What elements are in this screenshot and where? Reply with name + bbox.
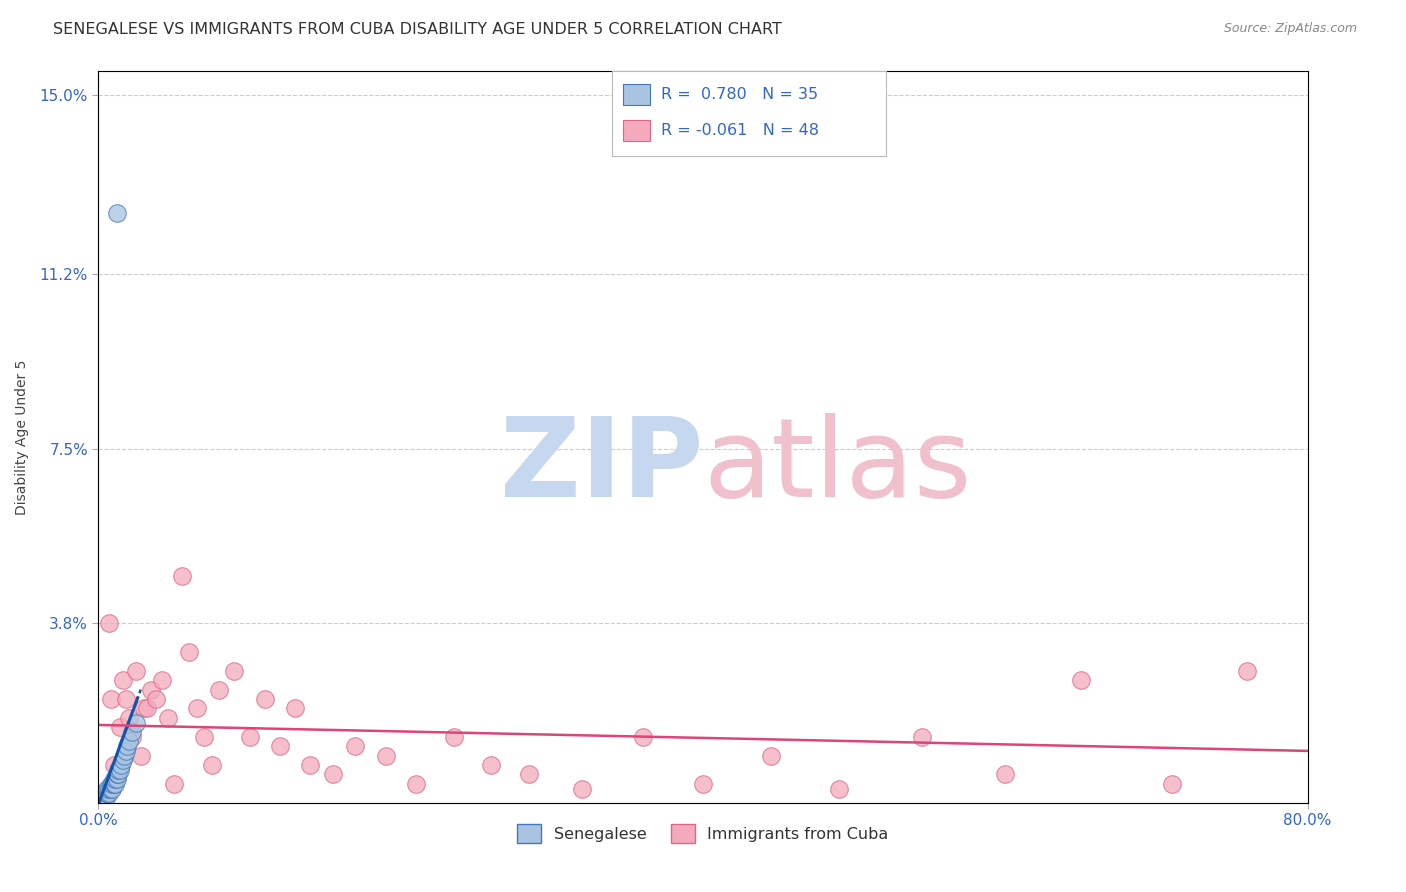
Point (93, 791, 115, 805)
Point (163, 777, 186, 791)
Point (125, 664, 148, 678)
Point (141, 682, 163, 697)
Point (100, 777, 122, 791)
Point (759, 748, 782, 763)
Text: R =  0.780   N = 35: R = 0.780 N = 35 (661, 87, 818, 103)
Point (108, 720, 131, 734)
Point (1236, 664, 1258, 678)
Point (121, 730, 143, 744)
Point (90, 796, 112, 810)
Point (443, 730, 465, 744)
Point (201, 758, 224, 772)
Point (112, 748, 135, 763)
Point (105, 206, 128, 220)
Point (129, 748, 152, 763)
Point (118, 711, 141, 725)
Point (91, 791, 114, 805)
Point (193, 730, 215, 744)
Point (631, 730, 654, 744)
Point (156, 711, 179, 725)
Point (253, 692, 276, 706)
Point (111, 753, 134, 767)
Point (911, 730, 934, 744)
Point (96, 786, 118, 800)
Point (96, 781, 118, 796)
Point (93, 786, 115, 800)
Point (405, 777, 427, 791)
Point (107, 763, 129, 777)
Point (103, 777, 125, 791)
Point (98, 781, 121, 796)
Point (101, 777, 124, 791)
Point (1070, 673, 1092, 687)
Text: ZIP: ZIP (499, 413, 703, 520)
Point (90, 796, 112, 810)
Point (118, 734, 141, 748)
Point (114, 692, 136, 706)
Point (104, 777, 127, 791)
Point (374, 748, 396, 763)
Point (239, 730, 262, 744)
Point (91, 791, 114, 805)
Point (269, 739, 291, 754)
Point (121, 725, 143, 739)
Point (93, 791, 115, 805)
Point (105, 767, 128, 781)
Point (224, 664, 246, 678)
Legend: Senegalese, Immigrants from Cuba: Senegalese, Immigrants from Cuba (510, 817, 896, 850)
FancyBboxPatch shape (623, 84, 650, 105)
Text: SENEGALESE VS IMMIGRANTS FROM CUBA DISABILITY AGE UNDER 5 CORRELATION CHART: SENEGALESE VS IMMIGRANTS FROM CUBA DISAB… (53, 22, 782, 37)
Point (481, 758, 503, 772)
Point (284, 701, 307, 715)
Point (344, 739, 367, 754)
Point (108, 763, 131, 777)
Point (1160, 777, 1182, 791)
Text: atlas: atlas (703, 413, 972, 520)
Point (150, 673, 173, 687)
Point (208, 682, 231, 697)
Point (115, 739, 138, 754)
Point (98, 786, 121, 800)
Point (828, 781, 851, 796)
Point (100, 781, 122, 796)
Point (114, 744, 136, 758)
Point (104, 772, 127, 787)
Point (103, 758, 125, 772)
Point (994, 767, 1017, 781)
Point (132, 701, 155, 715)
Point (186, 701, 208, 715)
Y-axis label: Disability Age Under 5: Disability Age Under 5 (14, 359, 28, 515)
Point (179, 645, 201, 659)
Point (94, 786, 117, 800)
Point (111, 673, 134, 687)
Point (145, 692, 167, 706)
Text: Source: ZipAtlas.com: Source: ZipAtlas.com (1223, 22, 1357, 36)
Point (322, 767, 344, 781)
Point (170, 569, 193, 583)
Point (94, 791, 117, 805)
Text: R = -0.061   N = 48: R = -0.061 N = 48 (661, 123, 818, 138)
Point (571, 781, 593, 796)
Point (103, 772, 125, 787)
Point (100, 692, 122, 706)
Point (89, 796, 111, 810)
Point (299, 758, 322, 772)
Point (98, 616, 121, 631)
Point (125, 715, 148, 730)
Point (692, 777, 714, 791)
Point (135, 701, 157, 715)
Point (105, 772, 128, 787)
Point (105, 767, 128, 781)
Point (101, 781, 124, 796)
Point (110, 758, 132, 772)
Point (107, 767, 129, 781)
Point (517, 767, 540, 781)
FancyBboxPatch shape (623, 120, 650, 141)
